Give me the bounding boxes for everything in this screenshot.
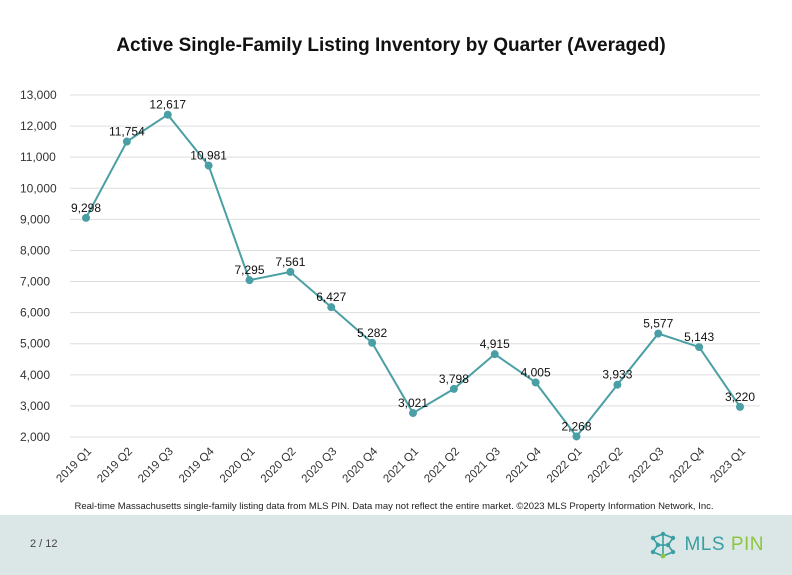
data-label: 4,005 xyxy=(521,365,551,379)
x-tick-label: 2019 Q2 xyxy=(95,446,135,486)
data-point xyxy=(695,343,704,352)
y-tick-label: 7,000 xyxy=(20,275,50,289)
data-label: 11,754 xyxy=(109,125,145,139)
x-tick-label: 2022 Q1 xyxy=(545,446,585,486)
data-point xyxy=(531,378,540,387)
page-indicator: 2 / 12 xyxy=(30,538,58,550)
x-tick-label: 2022 Q2 xyxy=(586,446,626,486)
data-label: 2,268 xyxy=(561,419,591,433)
x-tick-label: 2019 Q3 xyxy=(136,446,176,486)
data-label: 3,933 xyxy=(602,368,632,382)
mls-pin-logo: MLS PIN xyxy=(648,529,764,561)
data-point xyxy=(409,409,417,418)
y-tick-label: 12,000 xyxy=(20,119,57,133)
data-point xyxy=(490,350,499,359)
data-label: 12,617 xyxy=(149,98,186,112)
x-tick-label: 2022 Q3 xyxy=(627,446,667,486)
data-label: 3,021 xyxy=(398,396,428,410)
y-tick-label: 9,000 xyxy=(20,212,50,226)
x-tick-label: 2020 Q1 xyxy=(218,446,258,486)
x-tick-label: 2020 Q3 xyxy=(300,446,340,486)
chart-title: Active Single-Family Listing Inventory b… xyxy=(116,35,666,56)
y-tick-label: 8,000 xyxy=(20,243,50,257)
data-label: 9,298 xyxy=(71,201,101,215)
x-tick-label: 2021 Q3 xyxy=(463,446,503,486)
data-point xyxy=(204,161,213,170)
x-tick-label: 2021 Q2 xyxy=(422,446,462,486)
data-label: 5,282 xyxy=(357,326,387,340)
data-point xyxy=(736,402,744,411)
data-label: 4,915 xyxy=(480,337,510,351)
x-tick-label: 2020 Q2 xyxy=(259,446,299,486)
data-label: 10,981 xyxy=(190,149,227,163)
data-label: 6,427 xyxy=(316,290,346,304)
x-tick-label: 2020 Q4 xyxy=(341,445,381,485)
y-tick-label: 5,000 xyxy=(20,337,50,351)
y-tick-label: 13,000 xyxy=(20,88,57,102)
data-point xyxy=(654,329,663,338)
data-point xyxy=(368,338,377,347)
y-tick-label: 10,000 xyxy=(20,181,57,195)
data-point xyxy=(82,213,90,222)
line-chart: 2,000 3,000 4,000 5,000 6,000 7,000 8,000 9,000… xyxy=(20,88,760,486)
footer-bar: 2 / 12 xyxy=(0,515,792,575)
data-point xyxy=(572,432,581,441)
data-label: 7,561 xyxy=(275,255,305,269)
data-point xyxy=(613,380,622,389)
data-label: 5,143 xyxy=(684,330,714,344)
y-tick-label: 4,000 xyxy=(20,368,50,382)
data-point xyxy=(122,137,131,146)
logo-text-accent: PIN xyxy=(730,534,764,555)
data-label: 3,220 xyxy=(725,390,755,404)
y-tick-label: 11,000 xyxy=(20,150,56,164)
x-tick-label: 2023 Q1 xyxy=(708,446,748,486)
data-label: 3,798 xyxy=(439,372,469,386)
data-point xyxy=(327,303,336,312)
source-note: Real-time Massachusetts single-family li… xyxy=(74,501,714,512)
x-tick-label: 2021 Q1 xyxy=(381,446,421,486)
y-tick-label: 3,000 xyxy=(20,399,50,413)
data-point xyxy=(163,110,172,119)
data-label: 7,295 xyxy=(234,263,264,277)
data-label: 5,577 xyxy=(643,317,673,331)
y-tick-label: 6,000 xyxy=(20,306,50,320)
series-line xyxy=(85,113,741,439)
x-tick-label: 2022 Q4 xyxy=(668,445,708,485)
data-point xyxy=(245,276,254,285)
logo-text: MLS PIN xyxy=(684,534,764,556)
data-point xyxy=(286,267,295,276)
data-point xyxy=(449,384,458,393)
mls-pin-network-icon xyxy=(651,531,676,559)
x-tick-label: 2019 Q4 xyxy=(177,445,217,485)
x-tick-label: 2019 Q1 xyxy=(54,446,94,486)
x-tick-label: 2021 Q4 xyxy=(504,445,544,485)
logo-text-main: MLS xyxy=(684,534,726,555)
y-tick-label: 2,000 xyxy=(20,430,50,444)
